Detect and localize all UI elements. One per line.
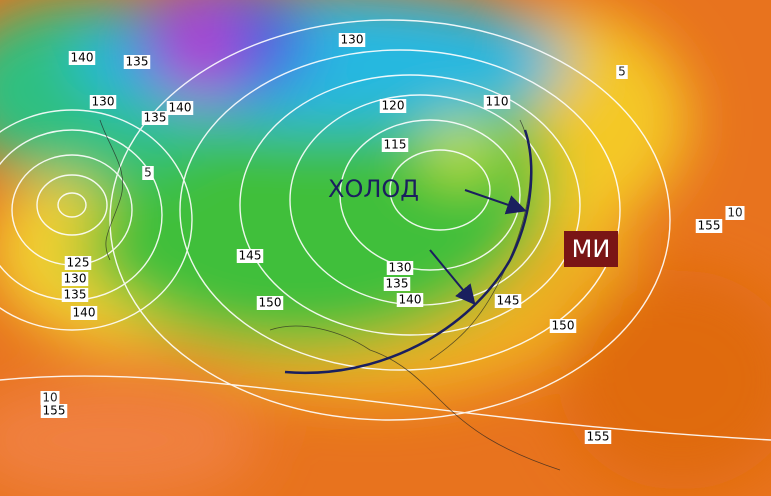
- isotherm-label: 10: [727, 206, 742, 220]
- contour-label: 140: [399, 293, 422, 307]
- contour-label: 130: [64, 272, 87, 286]
- label-bg: [61, 288, 89, 302]
- label-bg: [549, 319, 577, 333]
- label-bg: [68, 51, 96, 65]
- contour-label: 150: [259, 296, 282, 310]
- label-bg: [256, 296, 284, 310]
- label-bg: [236, 249, 264, 263]
- label-bg: [64, 256, 92, 270]
- contour-label: 145: [239, 249, 262, 263]
- contour-label: 130: [389, 261, 412, 275]
- contour-label: 120: [382, 99, 405, 113]
- badge-box: [564, 231, 618, 267]
- annotation: ХОЛОД: [328, 175, 419, 203]
- label-bg: [142, 166, 154, 180]
- contour-label: 140: [71, 51, 94, 65]
- label-bg: [725, 206, 745, 220]
- label-bg: [494, 294, 522, 308]
- label-bg: [166, 101, 194, 115]
- contour-label: 155: [698, 219, 721, 233]
- arrow: [429, 249, 476, 306]
- isotherm-label: 5: [144, 166, 152, 180]
- contour-label: 135: [64, 288, 87, 302]
- contour-label: 110: [486, 95, 509, 109]
- badge: МИ: [572, 235, 611, 263]
- contour-label: 135: [386, 277, 409, 291]
- label-bg: [383, 277, 411, 291]
- label-bg: [70, 306, 98, 320]
- arrow: [464, 189, 527, 215]
- cold-front-arc: [284, 129, 533, 375]
- contour-label: 145: [497, 294, 520, 308]
- contour-label: 130: [341, 33, 364, 47]
- contour-label: 155: [43, 404, 66, 418]
- label-bg: [584, 430, 612, 444]
- label-bg: [40, 391, 60, 405]
- isobars: [0, 19, 771, 441]
- contour-label: 155: [587, 430, 610, 444]
- contour-label: 130: [92, 95, 115, 109]
- label-bg: [141, 111, 169, 125]
- label-bg: [695, 219, 723, 233]
- label-bg: [123, 55, 151, 69]
- contour-label: 135: [126, 55, 149, 69]
- contour-label: 125: [67, 256, 90, 270]
- label-bg: [381, 138, 409, 152]
- label-bg: [338, 33, 366, 47]
- contour-label: 140: [73, 306, 96, 320]
- label-bg: [61, 272, 89, 286]
- label-bg: [616, 65, 628, 79]
- contour-label: 135: [144, 111, 167, 125]
- label-bg: [386, 261, 414, 275]
- label-bg: [379, 99, 407, 113]
- label-bg: [40, 404, 68, 418]
- isotherm-label: 10: [42, 391, 57, 405]
- label-bg: [483, 95, 511, 109]
- contour-label: 115: [384, 138, 407, 152]
- isotherm-label: 5: [618, 65, 626, 79]
- label-bg: [396, 293, 424, 307]
- contour-label: 150: [552, 319, 575, 333]
- label-bg: [89, 95, 117, 109]
- contour-label: 140: [169, 101, 192, 115]
